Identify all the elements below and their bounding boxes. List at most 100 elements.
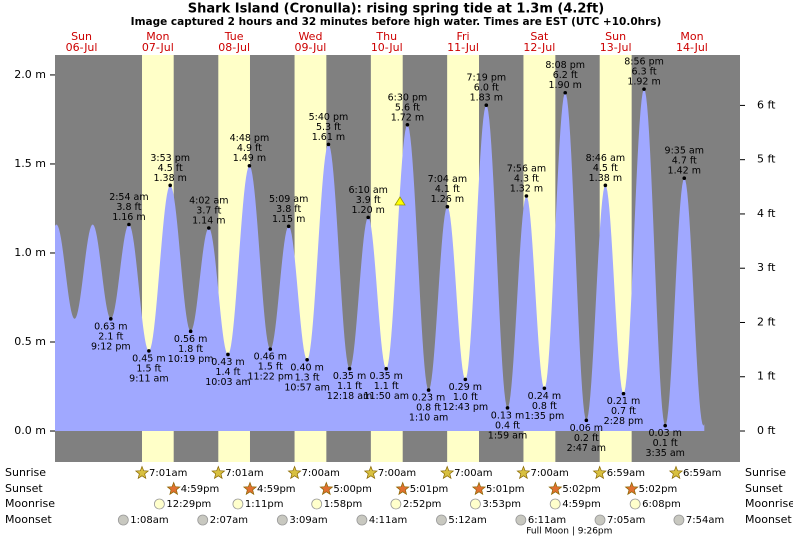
extreme-label: 1.90 m: [548, 80, 581, 91]
moonrise-icon: [311, 498, 323, 510]
sunset-time: 5:01pm: [410, 484, 449, 495]
sunrise-icon: [211, 465, 226, 480]
extreme-label: 1.26 m: [431, 194, 464, 205]
extreme-label: 4:48 pm: [230, 133, 270, 144]
extreme-label: 12:18 am: [327, 391, 372, 402]
extreme-dot: [366, 215, 371, 220]
extreme-label: 7:04 am: [428, 174, 467, 185]
extreme-label: 10:03 am: [205, 377, 250, 388]
extreme-label: 0.45 m: [132, 353, 165, 364]
moonset-time: 7:05am: [607, 515, 645, 526]
extreme-label: 12:43 pm: [442, 402, 488, 413]
moonrise-time: 1:11pm: [245, 499, 284, 510]
chart-subtitle: Image captured 2 hours and 32 minutes be…: [131, 16, 662, 28]
y2-tick-label: 1 ft: [757, 370, 776, 383]
moonrise-time: 1:58pm: [324, 499, 363, 510]
moonset-icon: [197, 514, 209, 526]
sunrise-time: 7:00am: [302, 468, 340, 479]
extreme-label: 4.7 ft: [672, 156, 697, 167]
extreme-dot: [347, 366, 352, 371]
extreme-label: 8:56 pm: [624, 57, 664, 68]
extreme-label: 2:54 am: [109, 192, 148, 203]
extreme-label: 6:10 am: [348, 185, 387, 196]
extreme-label: 1.83 m: [470, 93, 503, 104]
extreme-dot: [663, 423, 667, 428]
extreme-label: 0.4 ft: [495, 420, 520, 431]
sunset-icon: [624, 481, 639, 496]
sunset-icon: [548, 481, 563, 496]
extreme-label: 1:10 am: [409, 413, 448, 424]
sunrise-time: 6:59am: [683, 468, 721, 479]
sunset-time: 5:00pm: [333, 484, 372, 495]
extreme-label: 1.42 m: [668, 166, 701, 177]
moonrise-icon: [153, 498, 165, 510]
extreme-label: 2.1 ft: [98, 331, 123, 342]
extreme-dot: [247, 163, 252, 168]
sunset-time: 5:02pm: [639, 484, 678, 495]
extreme-dot: [484, 103, 489, 108]
day-date: 11-Jul: [447, 41, 479, 54]
extreme-dot: [127, 222, 131, 227]
extreme-label: 3.7 ft: [196, 206, 221, 217]
extreme-dot: [584, 418, 589, 423]
y2-tick-label: 2 ft: [757, 315, 776, 328]
row-label: Moonrise: [745, 497, 793, 510]
extreme-dot: [621, 391, 626, 396]
extreme-label: 1.0 ft: [453, 392, 478, 403]
sunrise-icon: [134, 465, 150, 480]
y-tick-label: 1.5 m: [14, 157, 46, 170]
extreme-dot: [682, 176, 687, 181]
moonset-icon: [117, 514, 129, 526]
moonrise-time: 2:52pm: [403, 499, 442, 510]
extreme-label: 11:22 pm: [247, 372, 293, 383]
extreme-label: 1.20 m: [351, 205, 384, 216]
y2-tick-label: 4 ft: [757, 207, 776, 220]
extreme-label: 1:35 pm: [525, 411, 565, 422]
extreme-dot: [563, 90, 568, 95]
moonset-icon: [594, 514, 606, 526]
day-date: 07-Jul: [142, 41, 174, 54]
tide-curve: [55, 89, 705, 432]
day-name: Tue: [224, 30, 244, 43]
row-label: Sunrise: [745, 466, 786, 479]
extreme-label: 5.6 ft: [395, 102, 420, 113]
extreme-dot: [505, 406, 510, 410]
moonrise-icon: [549, 498, 561, 510]
extreme-dot: [603, 183, 608, 188]
day-date: 12-Jul: [523, 41, 555, 54]
day-date: 13-Jul: [600, 41, 632, 54]
extreme-dot: [286, 224, 291, 229]
extreme-dot: [207, 226, 211, 230]
extreme-label: 4.9 ft: [237, 143, 262, 154]
extreme-label: 7:56 am: [507, 164, 546, 175]
row-label: Moonset: [745, 513, 792, 526]
extreme-dot: [108, 317, 113, 321]
moonset-icon: [356, 514, 368, 526]
extreme-label: 0.06 m: [570, 423, 603, 434]
moonset-icon: [515, 514, 527, 526]
day-name: Mon: [680, 30, 703, 43]
sunrise-time: 7:00am: [530, 468, 568, 479]
day-date: 14-Jul: [676, 41, 708, 54]
extreme-label: 3.8 ft: [276, 204, 301, 215]
extreme-label: 1.16 m: [112, 212, 145, 223]
extreme-label: 4.3 ft: [514, 174, 539, 185]
extreme-label: 6.3 ft: [632, 67, 657, 78]
extreme-label: 9:11 am: [129, 373, 168, 384]
extreme-label: 0.35 m: [370, 371, 403, 382]
day-name: Mon: [146, 30, 169, 43]
row-label: Sunset: [5, 482, 43, 495]
extreme-dot: [463, 377, 468, 382]
extreme-label: 2:47 am: [567, 443, 606, 454]
current-tide-marker: [394, 196, 406, 206]
moonset-time: 6:11am: [528, 515, 566, 526]
sunset-icon: [471, 481, 487, 496]
sunrise-icon: [363, 465, 378, 480]
extreme-label: 0.40 m: [290, 362, 323, 373]
sunset-icon: [242, 481, 258, 496]
sunrise-icon: [592, 465, 607, 480]
extreme-label: 1.61 m: [312, 132, 345, 143]
extreme-label: 0.21 m: [607, 396, 640, 407]
